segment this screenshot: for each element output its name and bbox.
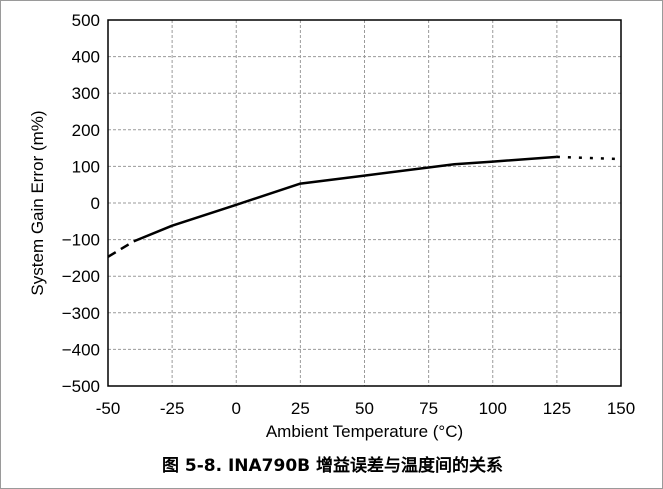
series-line-solid	[133, 155, 557, 243]
figure-caption: 图 5-8. INA790B 增益误差与温度间的关系	[161, 456, 504, 476]
x-tick-label: 125	[543, 399, 571, 418]
y-tick-label: 300	[72, 84, 100, 103]
y-tick-label: −500	[62, 377, 100, 396]
y-tick-label: −100	[62, 231, 100, 250]
x-tick-label: 150	[607, 399, 635, 418]
x-tick-label: 0	[232, 399, 241, 418]
series-layer	[107, 155, 622, 258]
series-line-dashed	[107, 240, 135, 258]
y-tick-label: 500	[72, 11, 100, 30]
y-tick-label: 100	[72, 157, 100, 176]
series-line-dotted	[556, 155, 622, 161]
y-tick-label: −300	[62, 304, 100, 323]
y-tick-label: 0	[91, 194, 100, 213]
y-tick-label: −200	[62, 267, 100, 286]
x-axis-title: Ambient Temperature (°C)	[266, 422, 463, 441]
x-tick-label: 25	[291, 399, 310, 418]
y-tick-label: 400	[72, 48, 100, 67]
y-axis-title: System Gain Error (m%)	[28, 110, 47, 295]
x-tick-label: 50	[355, 399, 374, 418]
x-tick-label: -25	[160, 399, 185, 418]
y-tick-labels: −500 −400 −300 −200 −100 0 100 200 300 400 500	[62, 11, 100, 396]
x-tick-label: -50	[96, 399, 121, 418]
x-tick-labels: -50 -25 0 25 50 75 100 125 150	[96, 399, 635, 418]
plot-border	[107, 19, 622, 387]
y-tick-label: −400	[62, 340, 100, 359]
x-tick-label: 100	[479, 399, 507, 418]
x-tick-label: 75	[419, 399, 438, 418]
grid-lines	[108, 20, 621, 386]
y-tick-label: 200	[72, 121, 100, 140]
